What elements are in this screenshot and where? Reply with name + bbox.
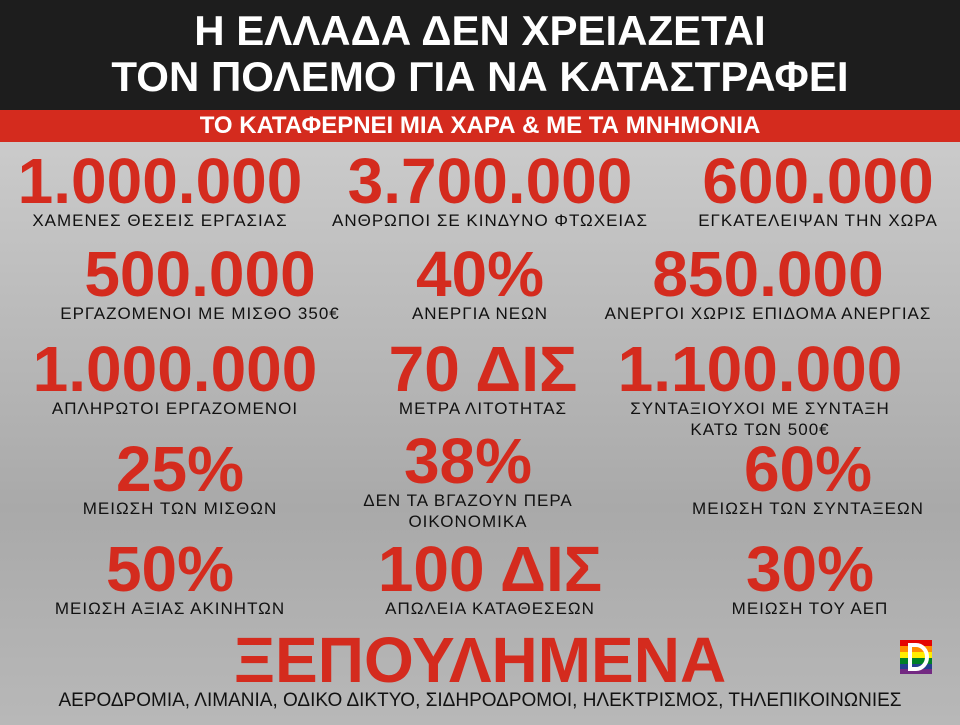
stat-caption: ΑΠΩΛΕΙΑ ΚΑΤΑΘΕΣΕΩΝ — [385, 599, 595, 618]
banner: ΤΟ ΚΑΤΑΦΕΡΝΕΙ ΜΙΑ ΧΑΡΑ & ΜΕ ΤΑ ΜΝΗΜΟΝΙΑ — [0, 110, 960, 142]
stat-caption: ΔΕΝ ΤΑ ΒΓΑΖΟΥΝ ΠΕΡΑ — [363, 491, 573, 510]
stat-value: 1.000.000 — [32, 333, 318, 405]
stat-value: 30% — [745, 533, 875, 605]
stat-value: 60% — [743, 433, 873, 505]
stat-caption: ΕΡΓΑΖΟΜΕΝΟΙ ΜΕ ΜΙΣΘΟ 350€ — [60, 304, 340, 323]
stat: 25% ΜΕΙΩΣΗ ΤΩΝ ΜΙΣΘΩΝ — [82, 433, 278, 519]
stat-value: 38% — [403, 425, 533, 497]
logo — [900, 640, 932, 674]
stat: 38% ΔΕΝ ΤΑ ΒΓΑΖΟΥΝ ΠΕΡΑ ΟΙΚΟΝΟΜΙΚΑ — [363, 425, 573, 532]
stat-caption: ΚΑΤΩ ΤΩΝ 500€ — [690, 420, 830, 439]
stat-value: 100 ΔΙΣ — [377, 533, 603, 605]
stat: 1.100.000 ΣΥΝΤΑΞΙΟΥΧΟΙ ΜΕ ΣΥΝΤΑΞΗ ΚΑΤΩ ΤΩΝ… — [617, 333, 903, 440]
stat-caption: ΣΥΝΤΑΞΙΟΥΧΟΙ ΜΕ ΣΥΝΤΑΞΗ — [630, 399, 890, 418]
stat-value: 1.000.000 — [17, 145, 303, 217]
stat: 1.000.000 ΧΑΜΕΝΕΣ ΘΕΣΕΙΣ ΕΡΓΑΣΙΑΣ — [17, 145, 303, 231]
stat-caption: ΑΝΕΡΓΙΑ ΝΕΩΝ — [411, 304, 549, 323]
stat: 1.000.000 ΑΠΛΗΡΩΤΟΙ ΕΡΓΑΖΟΜΕΝΟΙ — [32, 333, 318, 419]
footer-title: ΞΕΠΟΥΛΗΜΕΝΑ — [233, 624, 727, 696]
stat-value: 40% — [415, 238, 545, 310]
stat: 100 ΔΙΣ ΑΠΩΛΕΙΑ ΚΑΤΑΘΕΣΕΩΝ — [377, 533, 603, 619]
stat: 40% ΑΝΕΡΓΙΑ ΝΕΩΝ — [411, 238, 549, 324]
stat: 50% ΜΕΙΩΣΗ ΑΞΙΑΣ ΑΚΙΝΗΤΩΝ — [54, 533, 286, 619]
stat-caption: ΟΙΚΟΝΟΜΙΚΑ — [408, 512, 528, 531]
header: Η ΕΛΛΑΔΑ ΔΕΝ ΧΡΕΙΑΖΕΤΑΙ ΤΟΝ ΠΟΛΕΜΟ ΓΙΑ Ν… — [0, 0, 960, 110]
stat-value: 500.000 — [84, 238, 316, 310]
stat-value: 70 ΔΙΣ — [388, 333, 578, 405]
stat-caption: ΧΑΜΕΝΕΣ ΘΕΣΕΙΣ ΕΡΓΑΣΙΑΣ — [32, 211, 288, 230]
stat-caption: ΜΕΙΩΣΗ ΤΩΝ ΣΥΝΤΑΞΕΩΝ — [692, 499, 924, 518]
stat-value: 600.000 — [702, 145, 934, 217]
stat-caption: ΑΠΛΗΡΩΤΟΙ ΕΡΓΑΖΟΜΕΝΟΙ — [51, 399, 299, 418]
stat: 600.000 ΕΓΚΑΤΕΛΕΙΨΑΝ ΤΗΝ ΧΩΡΑ — [698, 145, 938, 231]
stat-value: 3.700.000 — [347, 145, 633, 217]
stat-value: 850.000 — [652, 238, 884, 310]
stat: 500.000 ΕΡΓΑΖΟΜΕΝΟΙ ΜΕ ΜΙΣΘΟ 350€ — [60, 238, 340, 324]
stat-value: 50% — [105, 533, 235, 605]
stat: 3.700.000 ΑΝΘΡΩΠΟΙ ΣΕ ΚΙΝΔΥΝΟ ΦΤΩΧΕΙΑΣ — [332, 145, 648, 231]
stat-caption: ΕΓΚΑΤΕΛΕΙΨΑΝ ΤΗΝ ΧΩΡΑ — [698, 211, 938, 230]
stat: 60% ΜΕΙΩΣΗ ΤΩΝ ΣΥΝΤΑΞΕΩΝ — [692, 433, 924, 519]
stat: 850.000 ΑΝΕΡΓΟΙ ΧΩΡΙΣ ΕΠΙΔΟΜΑ ΑΝΕΡΓΙΑΣ — [604, 238, 932, 324]
footer-caption: ΑΕΡΟΔΡΟΜΙΑ, ΛΙΜΑΝΙΑ, ΟΔΙΚΟ ΔΙΚΤΥΟ, ΣΙΔΗΡ… — [58, 690, 902, 711]
title-line: ΤΟΝ ΠΟΛΕΜΟ ΓΙΑ ΝΑ ΚΑΤΑΣΤΡΑΦΕΙ — [111, 53, 849, 100]
stat-value: 1.100.000 — [617, 333, 903, 405]
stat-caption: ΜΕΙΩΣΗ ΤΩΝ ΜΙΣΘΩΝ — [82, 499, 278, 518]
title-line: Η ΕΛΛΑΔΑ ΔΕΝ ΧΡΕΙΑΖΕΤΑΙ — [194, 7, 766, 54]
stat-caption: ΑΝΕΡΓΟΙ ΧΩΡΙΣ ΕΠΙΔΟΜΑ ΑΝΕΡΓΙΑΣ — [604, 304, 932, 323]
stat: 30% ΜΕΙΩΣΗ ΤΟΥ ΑΕΠ — [731, 533, 889, 619]
stat-caption: ΜΕΙΩΣΗ ΑΞΙΑΣ ΑΚΙΝΗΤΩΝ — [54, 599, 286, 618]
stat: 70 ΔΙΣ ΜΕΤΡΑ ΛΙΤΟΤΗΤΑΣ — [388, 333, 578, 419]
stat-caption: ΜΕΤΡΑ ΛΙΤΟΤΗΤΑΣ — [398, 399, 568, 418]
stat-caption: ΜΕΙΩΣΗ ΤΟΥ ΑΕΠ — [731, 599, 889, 618]
stat-value: 25% — [115, 433, 245, 505]
stat-caption: ΑΝΘΡΩΠΟΙ ΣΕ ΚΙΝΔΥΝΟ ΦΤΩΧΕΙΑΣ — [332, 211, 648, 230]
